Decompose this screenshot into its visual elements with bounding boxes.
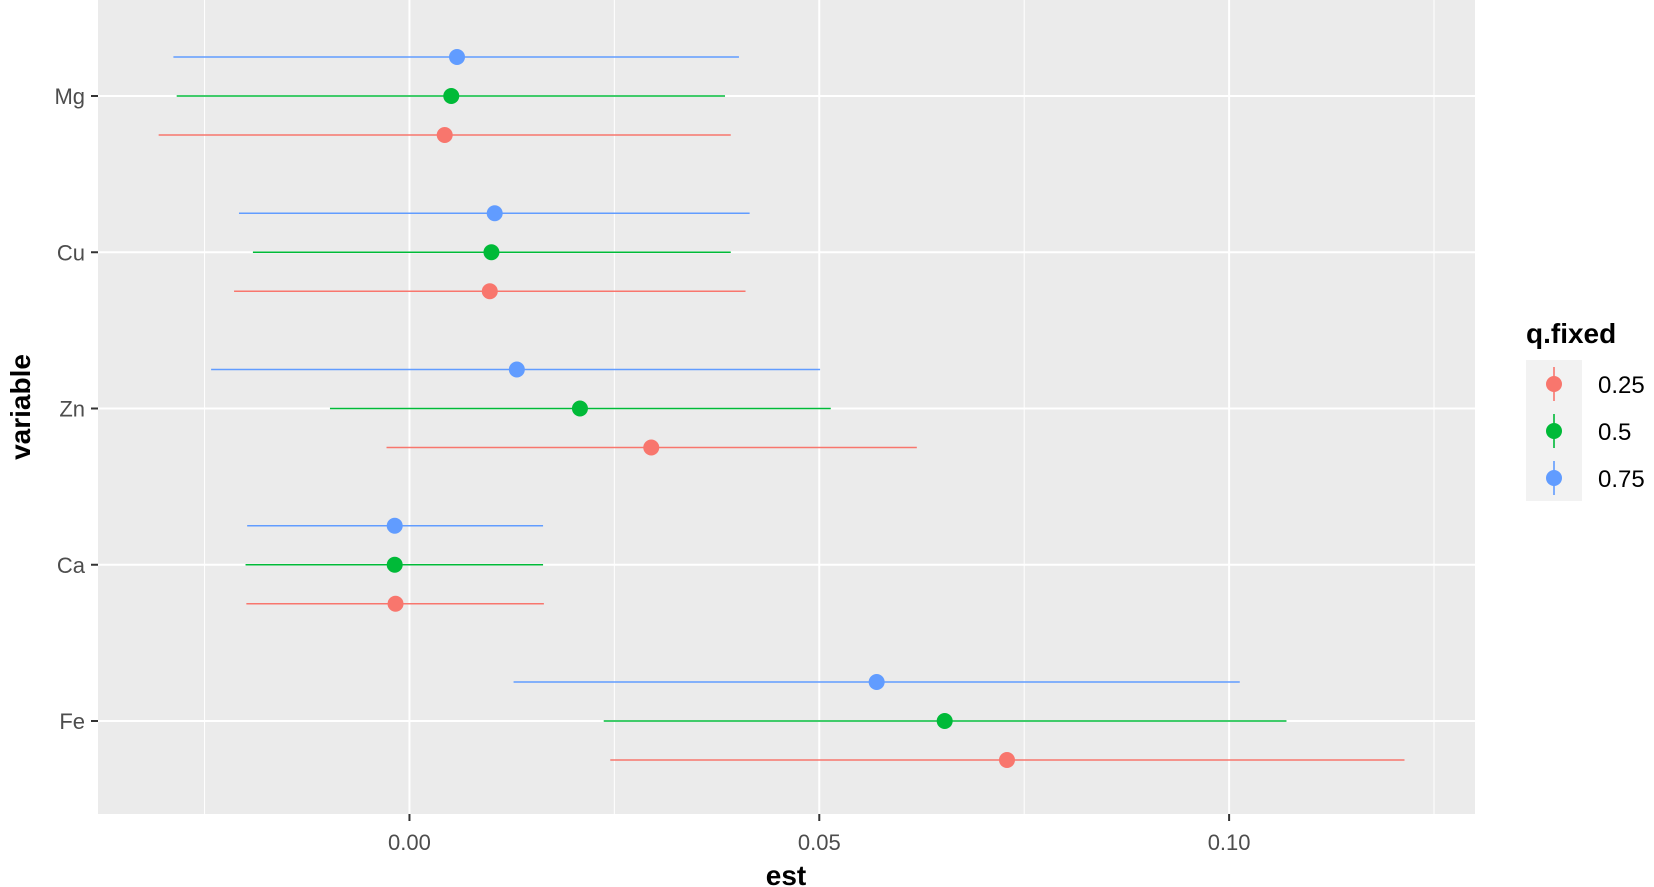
point-zn [571,400,588,417]
series-0.75 [173,49,1240,690]
y-tick-label: Mg [54,84,85,109]
legend-key-point [1546,470,1562,486]
point-ca [387,595,404,612]
point-mg [436,127,453,143]
point-fe [936,713,953,729]
legend-key-point [1546,376,1562,392]
point-mg [449,49,466,65]
legend-label: 0.75 [1598,466,1645,493]
series-layer [158,49,1405,768]
legend-title: q.fixed [1526,318,1616,349]
point-fe [998,752,1015,768]
series-0.5 [176,88,1287,729]
y-tick-label: Fe [59,709,85,734]
point-cu [483,244,500,261]
legend-label: 0.5 [1598,419,1631,446]
y-tick-label: Cu [57,240,85,265]
legend-items: 0.25 0.5 0.75 [1546,367,1645,495]
legend-key-point [1546,423,1562,439]
legend-label: 0.25 [1598,372,1645,399]
point-ca [386,517,403,534]
x-tick-label: 0.00 [388,830,431,855]
point-zn [508,361,525,378]
plot-panel [98,0,1475,814]
y-axis-title: variable [5,354,36,460]
point-cu [481,283,498,300]
x-tick-label: 0.10 [1208,830,1251,855]
point-zn [643,439,660,456]
legend-item-0.25: 0.25 [1546,367,1645,401]
point-fe [868,674,885,690]
legend-item-0.75: 0.75 [1546,461,1645,495]
legend: q.fixed 0.25 0.5 0.75 [1526,318,1645,501]
legend-item-0.5: 0.5 [1546,414,1631,448]
x-tick-label: 0.05 [798,830,841,855]
axes: 0.00 0.05 0.10 Mg Cu Zn Ca Fe [54,84,1250,855]
y-tick-label: Ca [57,553,86,578]
series-0.25 [158,127,1405,768]
y-tick-label: Zn [59,397,85,422]
point-cu [486,205,503,222]
point-mg [443,88,460,104]
x-axis-title: est [766,860,806,887]
point-ca [386,556,403,573]
